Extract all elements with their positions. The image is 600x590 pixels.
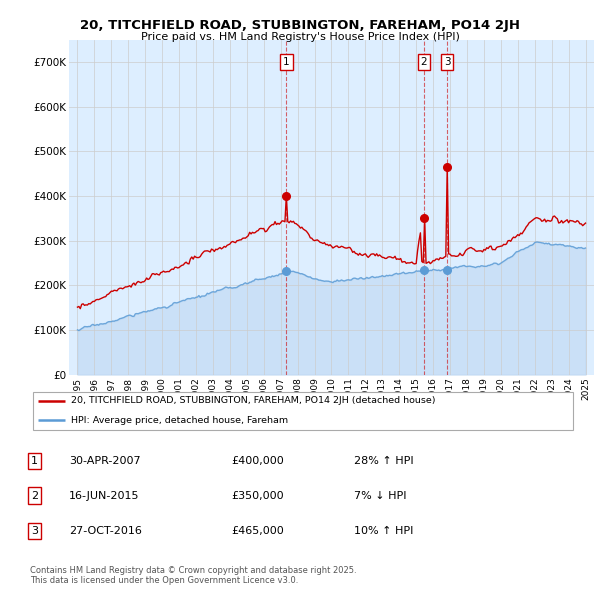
Text: 28% ↑ HPI: 28% ↑ HPI <box>354 457 413 466</box>
Text: £465,000: £465,000 <box>231 526 284 536</box>
Text: 2: 2 <box>421 57 427 67</box>
Text: 3: 3 <box>31 526 38 536</box>
Text: Contains HM Land Registry data © Crown copyright and database right 2025.
This d: Contains HM Land Registry data © Crown c… <box>30 566 356 585</box>
Text: 7% ↓ HPI: 7% ↓ HPI <box>354 491 407 500</box>
Text: 27-OCT-2016: 27-OCT-2016 <box>69 526 142 536</box>
Text: 3: 3 <box>444 57 451 67</box>
Text: 1: 1 <box>31 457 38 466</box>
Text: 20, TITCHFIELD ROAD, STUBBINGTON, FAREHAM, PO14 2JH (detached house): 20, TITCHFIELD ROAD, STUBBINGTON, FAREHA… <box>71 396 436 405</box>
Text: 10% ↑ HPI: 10% ↑ HPI <box>354 526 413 536</box>
Text: Price paid vs. HM Land Registry's House Price Index (HPI): Price paid vs. HM Land Registry's House … <box>140 32 460 42</box>
Text: 16-JUN-2015: 16-JUN-2015 <box>69 491 139 500</box>
Text: HPI: Average price, detached house, Fareham: HPI: Average price, detached house, Fare… <box>71 416 288 425</box>
Text: 2: 2 <box>31 491 38 500</box>
Text: £350,000: £350,000 <box>231 491 284 500</box>
Text: £400,000: £400,000 <box>231 457 284 466</box>
Text: 30-APR-2007: 30-APR-2007 <box>69 457 140 466</box>
Text: 1: 1 <box>283 57 290 67</box>
Text: 20, TITCHFIELD ROAD, STUBBINGTON, FAREHAM, PO14 2JH: 20, TITCHFIELD ROAD, STUBBINGTON, FAREHA… <box>80 19 520 32</box>
FancyBboxPatch shape <box>33 392 573 430</box>
